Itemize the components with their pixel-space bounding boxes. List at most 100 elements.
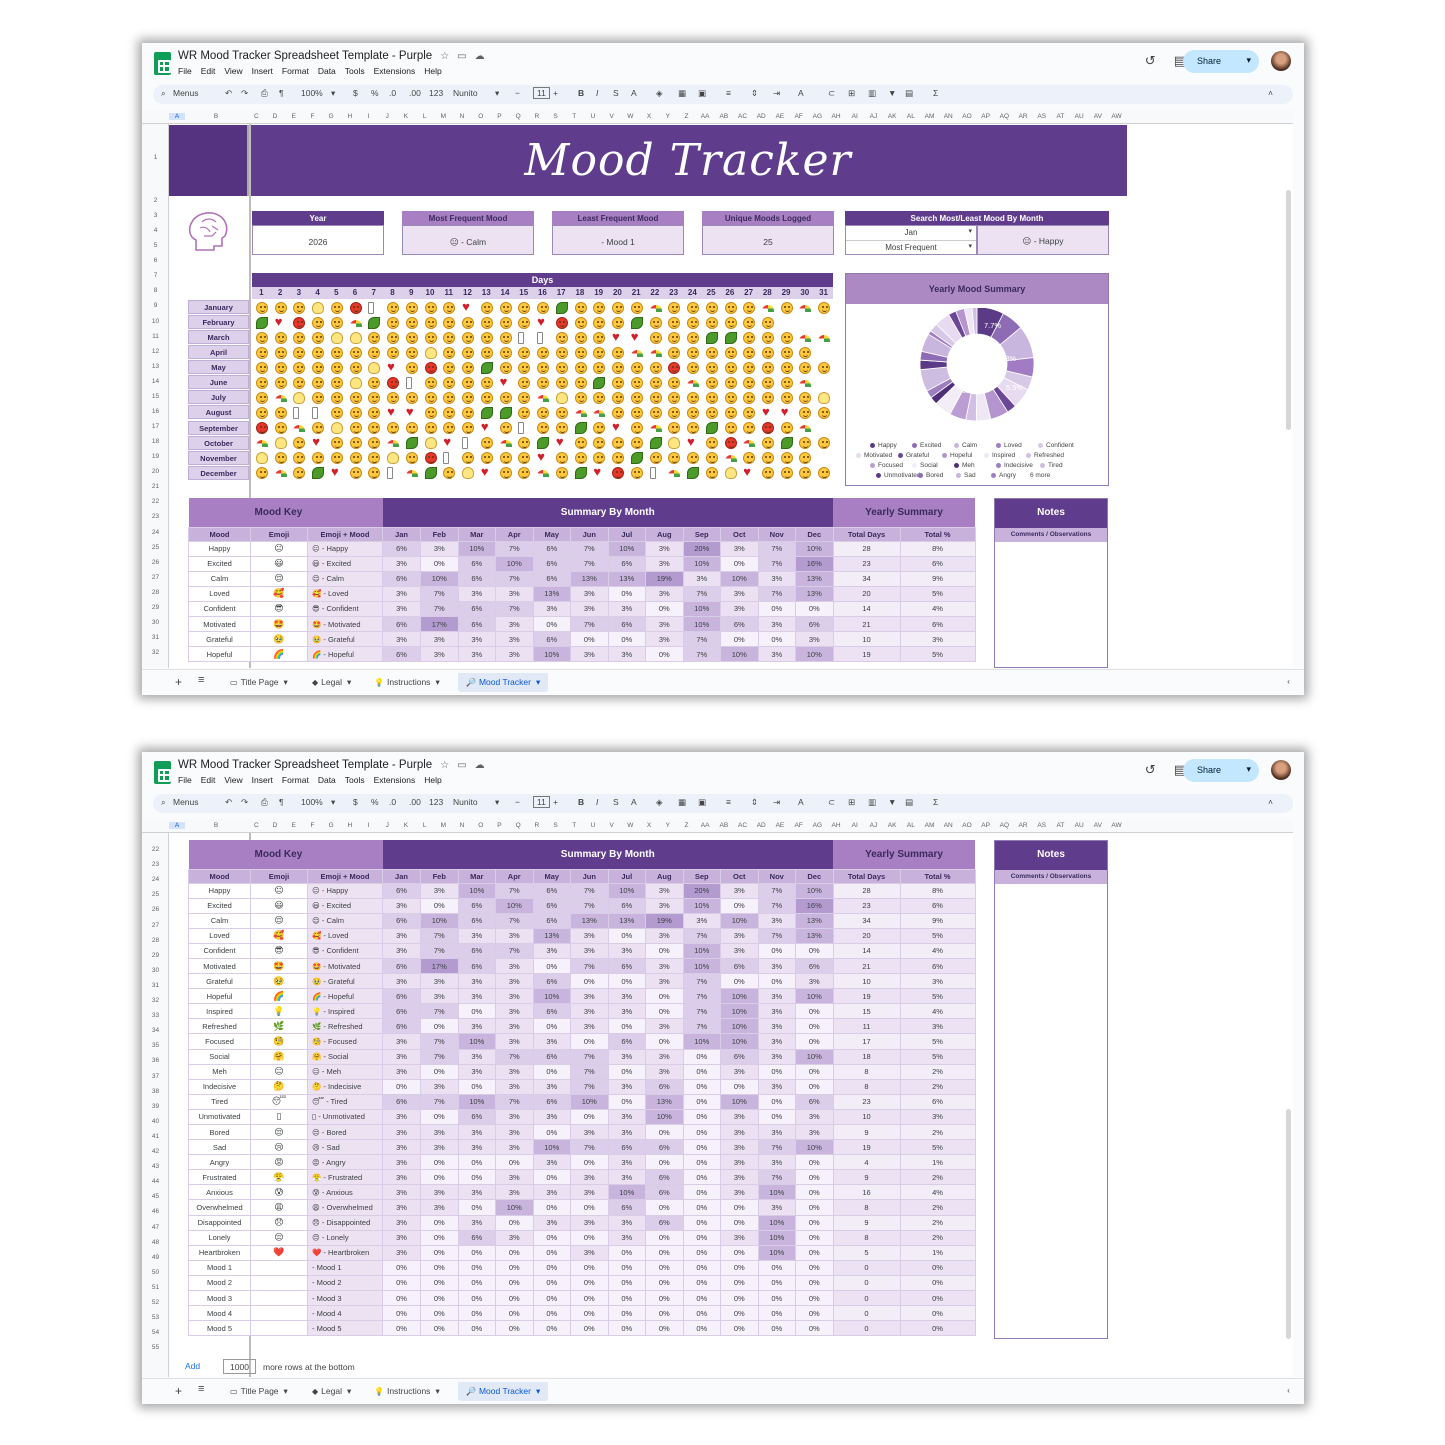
column-ad[interactable]: AD <box>756 113 766 120</box>
row-number[interactable]: 51 <box>151 1283 160 1291</box>
day-mood-icon[interactable] <box>705 437 718 450</box>
column-c[interactable]: C <box>253 113 259 120</box>
column-aq[interactable]: AQ <box>999 113 1010 120</box>
day-mood-icon[interactable] <box>499 440 512 448</box>
day-mood-icon[interactable] <box>256 331 268 344</box>
day-mood-icon[interactable] <box>256 452 268 465</box>
history-icon[interactable]: ↺ <box>1144 762 1156 777</box>
day-mood-icon[interactable] <box>275 314 287 329</box>
avatar[interactable] <box>1271 760 1291 780</box>
notes-panel[interactable]: Notes Comments / Observations <box>994 498 1108 668</box>
day-mood-icon[interactable] <box>687 434 699 449</box>
link-icon[interactable]: ⊂ <box>828 88 836 98</box>
rotate-icon[interactable]: A <box>798 88 804 98</box>
day-mood-icon[interactable] <box>518 331 525 344</box>
undo-icon[interactable]: ↶ <box>225 797 233 807</box>
row-number[interactable]: 41 <box>151 1132 160 1140</box>
day-mood-icon[interactable] <box>368 406 381 419</box>
redo-icon[interactable]: ↷ <box>241 797 249 807</box>
row-number[interactable]: 23 <box>151 513 160 521</box>
column-av[interactable]: AV <box>1093 822 1102 829</box>
day-mood-icon[interactable] <box>705 452 718 465</box>
day-mood-icon[interactable] <box>687 361 700 374</box>
day-mood-icon[interactable] <box>405 470 418 478</box>
legend-item[interactable]: Tired <box>1040 462 1063 469</box>
menu-help[interactable]: Help <box>424 66 442 76</box>
column-at[interactable]: AT <box>1056 113 1065 120</box>
legend-item[interactable]: Grateful <box>898 452 929 459</box>
day-mood-icon[interactable] <box>424 331 437 344</box>
day-mood-icon[interactable] <box>518 346 531 359</box>
day-mood-icon[interactable] <box>312 406 319 419</box>
day-mood-icon[interactable] <box>612 346 625 359</box>
vertical-scrollbar[interactable] <box>1286 190 1291 430</box>
legend-item[interactable]: Motivated <box>856 452 892 459</box>
column-z[interactable]: Z <box>684 822 689 829</box>
day-mood-icon[interactable] <box>462 452 475 465</box>
donut-chart[interactable]: 7.7%9.3%5.5%6.3% <box>846 308 1110 428</box>
day-mood-icon[interactable] <box>424 361 437 374</box>
row-number[interactable]: 49 <box>151 1253 160 1261</box>
row-number[interactable]: 39 <box>151 1102 160 1110</box>
add-sheet-icon[interactable]: + <box>175 1384 183 1398</box>
day-mood-icon[interactable] <box>518 361 531 374</box>
search-icon[interactable]: ⌕ <box>161 88 166 98</box>
day-mood-icon[interactable] <box>593 422 606 435</box>
day-mood-icon[interactable] <box>780 331 793 344</box>
row-number[interactable]: 8 <box>153 287 158 295</box>
day-mood-icon[interactable] <box>724 467 737 480</box>
day-mood-icon[interactable] <box>555 346 568 359</box>
font-chevron-icon[interactable]: ▾ <box>495 797 500 807</box>
day-mood-icon[interactable] <box>462 346 475 359</box>
row-number[interactable]: 27 <box>151 573 160 581</box>
day-mood-icon[interactable] <box>274 406 287 419</box>
day-mood-icon[interactable] <box>293 346 306 359</box>
day-mood-icon[interactable] <box>312 452 325 465</box>
day-mood-icon[interactable] <box>349 346 362 359</box>
day-mood-icon[interactable] <box>387 391 400 404</box>
day-mood-icon[interactable] <box>705 301 718 314</box>
row-number[interactable]: 52 <box>151 1299 160 1306</box>
row-number[interactable]: 9 <box>153 302 158 310</box>
day-mood-icon[interactable] <box>574 422 587 435</box>
row-number[interactable]: 36 <box>151 1057 160 1065</box>
day-mood-icon[interactable] <box>612 376 625 389</box>
day-mood-icon[interactable] <box>330 376 343 389</box>
column-u[interactable]: U <box>590 822 596 829</box>
toolbar-dec-more[interactable]: .00 <box>409 88 421 98</box>
menu-extensions[interactable]: Extensions <box>373 775 416 785</box>
menu-edit[interactable]: Edit <box>200 66 216 76</box>
day-mood-icon[interactable] <box>612 329 624 344</box>
document-title[interactable]: WR Mood Tracker Spreadsheet Template - P… <box>178 759 485 771</box>
row-number[interactable]: 25 <box>151 543 160 551</box>
day-mood-icon[interactable] <box>743 391 756 404</box>
day-mood-icon[interactable] <box>349 301 362 314</box>
day-mood-icon[interactable] <box>480 437 493 450</box>
tab-instructions[interactable]: 💡 Instructions ▾ <box>374 677 440 688</box>
column-ao[interactable]: AO <box>962 822 972 829</box>
day-mood-icon[interactable] <box>330 331 343 344</box>
day-mood-icon[interactable] <box>593 452 606 465</box>
day-mood-icon[interactable] <box>818 301 831 314</box>
day-mood-icon[interactable] <box>256 316 268 329</box>
day-mood-icon[interactable] <box>443 391 456 404</box>
valign-icon[interactable]: ⇕ <box>751 88 759 98</box>
day-mood-icon[interactable] <box>593 316 606 329</box>
legend-item[interactable]: Loved <box>996 442 1022 449</box>
column-t[interactable]: T <box>572 113 577 120</box>
day-mood-icon[interactable] <box>630 406 643 419</box>
day-mood-icon[interactable] <box>368 452 381 465</box>
plus-icon[interactable]: + <box>553 88 558 98</box>
day-mood-icon[interactable] <box>443 301 456 314</box>
day-mood-icon[interactable] <box>743 316 756 329</box>
toolbar-dec-less[interactable]: .0 <box>389 88 397 98</box>
day-mood-icon[interactable] <box>537 331 544 344</box>
row-number[interactable]: 2 <box>153 197 158 204</box>
day-mood-icon[interactable] <box>293 316 306 329</box>
legend-item[interactable]: Inspired <box>984 452 1015 459</box>
toolbar-percent[interactable]: % <box>371 88 379 98</box>
day-mood-icon[interactable] <box>330 361 343 374</box>
add-rows-count-input[interactable]: 1000 <box>223 1359 256 1374</box>
day-mood-icon[interactable] <box>555 467 568 480</box>
bold-icon[interactable]: B <box>578 797 585 807</box>
